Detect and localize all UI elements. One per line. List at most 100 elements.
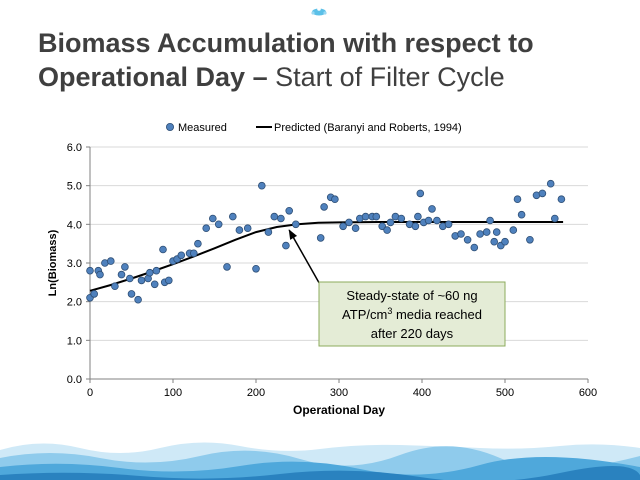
measured-point	[177, 251, 186, 260]
measured-point	[320, 203, 328, 211]
measured-point	[229, 212, 237, 221]
measured-point	[517, 210, 526, 219]
measured-point	[470, 243, 479, 252]
measured-point	[414, 212, 422, 221]
annotation-line-3: after 220 days	[371, 326, 454, 341]
measured-point	[126, 274, 134, 283]
legend-measured-marker	[165, 123, 174, 132]
measured-point	[159, 245, 167, 254]
legend-predicted-label: Predicted (Baranyi and Roberts, 1994)	[274, 122, 462, 134]
water-wave-footer-icon	[0, 436, 640, 480]
measured-point	[252, 264, 260, 273]
x-tick-label: 600	[579, 387, 597, 399]
chart-legend: Measured Predicted (Baranyi and Roberts,…	[165, 122, 462, 134]
measured-point	[146, 268, 154, 277]
measured-point	[513, 195, 522, 204]
slide-title: Biomass Accumulation with respect to Ope…	[38, 26, 628, 94]
measured-point	[257, 181, 266, 190]
x-tick-label: 300	[330, 387, 348, 399]
annotation-line-2-prefix: ATP/cm	[342, 307, 387, 322]
measured-point	[316, 234, 325, 242]
y-tick-label: 5.0	[67, 181, 82, 193]
title-line-1: Biomass Accumulation with respect to	[38, 28, 534, 58]
annotation-arrow	[288, 229, 323, 289]
measured-point	[526, 236, 534, 244]
measured-point	[433, 216, 441, 225]
measured-point	[372, 212, 381, 221]
measured-point	[152, 266, 161, 275]
measured-point	[264, 228, 273, 236]
title-line-2: Operational Day – Start of Filter Cycle	[38, 60, 628, 94]
measured-point	[285, 207, 294, 215]
measured-point	[486, 216, 494, 225]
measured-point	[501, 237, 509, 246]
measured-point	[416, 189, 425, 198]
x-tick-label: 100	[164, 387, 182, 399]
measured-point	[150, 280, 159, 289]
measured-point	[411, 222, 420, 231]
measured-point	[351, 224, 360, 233]
measured-point	[345, 218, 353, 227]
measured-point	[209, 214, 217, 223]
x-tick-label: 200	[247, 387, 265, 399]
measured-point	[202, 224, 211, 233]
measured-point	[277, 214, 285, 223]
annotation-box: Steady-state of ~60 ng ATP/cm3 media rea…	[318, 281, 506, 347]
measured-point	[444, 220, 453, 229]
measured-point	[96, 270, 104, 279]
measured-point	[107, 257, 115, 265]
measured-point	[291, 220, 300, 229]
measured-point	[282, 241, 290, 250]
measured-point	[550, 214, 559, 223]
measured-point	[457, 230, 465, 238]
measured-point	[190, 249, 198, 258]
measured-point	[386, 218, 395, 227]
measured-point	[214, 220, 223, 229]
measured-point	[482, 228, 491, 236]
annotation-line-2-suffix: media reached	[392, 307, 482, 322]
x-tick-label: 500	[496, 387, 514, 399]
legend-measured-label: Measured	[178, 122, 227, 134]
title-line-2-bold: Operational Day –	[38, 62, 268, 92]
measured-point	[86, 266, 94, 275]
measured-point	[137, 276, 146, 285]
measured-point	[557, 195, 566, 204]
water-drop-logo-icon	[311, 7, 327, 16]
measured-point	[361, 212, 370, 221]
measured-point	[428, 205, 436, 213]
measured-point	[111, 282, 119, 291]
x-tick-label: 400	[413, 387, 431, 399]
measured-point	[235, 226, 244, 234]
measured-point	[270, 212, 279, 221]
annotation-background	[318, 281, 506, 347]
measured-point	[463, 236, 472, 244]
measured-point	[127, 290, 136, 298]
measured-point	[121, 263, 129, 271]
x-axis-label: Operational Day	[293, 403, 385, 417]
measured-point	[223, 263, 231, 271]
annotation-line-1: Steady-state of ~60 ng	[346, 288, 477, 303]
measured-point	[378, 222, 387, 231]
y-tick-label: 4.0	[67, 219, 82, 231]
measured-point	[331, 195, 339, 204]
measured-point	[194, 239, 202, 248]
measured-point	[243, 224, 252, 233]
annotation-line-2: ATP/cm3 media reached	[342, 306, 482, 322]
measured-point	[490, 237, 499, 246]
measured-point	[476, 230, 484, 238]
measured-point	[538, 189, 547, 198]
measured-point	[546, 179, 555, 188]
y-tick-label: 2.0	[67, 297, 82, 309]
y-tick-label: 3.0	[67, 258, 82, 270]
measured-point	[134, 295, 142, 304]
y-axis-label: Ln(Biomass)	[47, 229, 59, 296]
measured-point	[424, 216, 433, 225]
measured-point	[117, 270, 126, 279]
measured-point	[509, 226, 518, 234]
measured-point	[90, 290, 98, 298]
y-tick-label: 6.0	[67, 142, 82, 154]
measured-point	[383, 226, 391, 234]
measured-point	[492, 228, 501, 236]
y-tick-label: 0.0	[67, 374, 82, 386]
